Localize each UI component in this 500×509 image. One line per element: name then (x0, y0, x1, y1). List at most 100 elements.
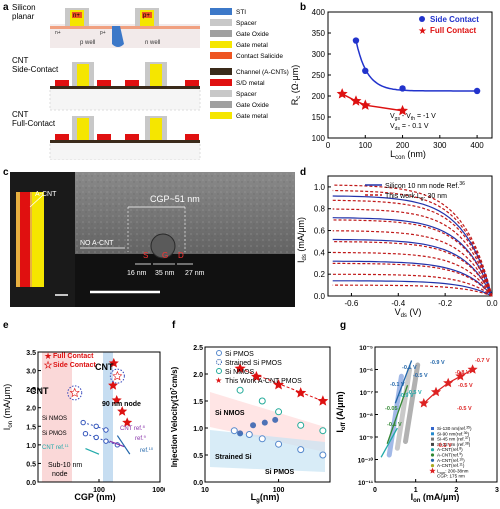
f-acnt-point (234, 362, 246, 374)
e-ref9: ref.9 (135, 434, 147, 442)
b-legend-marker-side (419, 16, 425, 22)
f-strained-point (250, 422, 257, 429)
f-frame (204, 346, 331, 483)
legend-label: Gate metal (236, 42, 268, 49)
f-xtick-label: 100 (273, 487, 285, 494)
f-legend-3: This Work A-CNT PMOS (225, 378, 302, 385)
d-marks (332, 184, 493, 297)
panel-g-letter: g (340, 320, 347, 331)
b-side-curve (355, 40, 478, 92)
d-work-curve (332, 262, 493, 297)
legend-label: Gate Oxide (236, 102, 269, 109)
e-legend: ★ Full Contact ★ Side Contact (44, 351, 97, 370)
e-ref-arrow (85, 448, 100, 455)
b-legend-side: Side Contact (430, 15, 479, 24)
e-ylabel: Ion (mA/μm) (2, 384, 14, 430)
g-legend-label: Si-130 nm(ref.35) (437, 426, 472, 432)
legend-swatch (210, 68, 232, 75)
f-acnt-point (317, 395, 329, 406)
b-ytick-label: 200 (312, 92, 326, 101)
e-ref10: ref.10 (140, 446, 154, 454)
e-ytick-label: 2.5 (26, 387, 36, 394)
g-xtick-label: 1 (414, 487, 418, 494)
f-ytick-label: 0.5 (193, 453, 203, 460)
f-strained-point (261, 419, 268, 426)
e-axes: 0.0 0.5 1.0 1.5 2.0 2.5 3.0 3.5 100 1000 (26, 350, 165, 494)
svg-text:★: ★ (44, 360, 52, 370)
f-si-point (275, 408, 283, 416)
f-strained: Strained Si (215, 454, 252, 461)
b-xtick-label: 400 (470, 141, 484, 150)
e-full-point (108, 380, 119, 390)
g-ytick-label: 10⁻⁹ (359, 435, 373, 442)
e-si-point (93, 434, 99, 441)
d-ylabel: Ids (mA/μm) (296, 217, 308, 263)
f-ytick-label: 2.5 (193, 345, 203, 352)
full-contact-structure (49, 116, 201, 160)
d-xtick-label: -0.4 (391, 299, 405, 308)
e-si-point (82, 431, 89, 437)
e-90nm: 90 nm node (102, 401, 141, 408)
g-si-band (394, 367, 413, 451)
sti-block (112, 26, 124, 47)
svg-text:p+: p+ (100, 30, 106, 36)
e-ref11: CNT ref.11 (42, 443, 69, 451)
f-si-point (245, 430, 253, 438)
f-si-point (297, 421, 305, 429)
b-ylabel: Rc (Ω·μm) (290, 65, 302, 105)
e-ytick-label: 1.0 (26, 443, 36, 450)
f-si-point (319, 427, 327, 435)
b-side-point (399, 85, 406, 92)
g-ytick-label: 10⁻⁶ (359, 368, 373, 375)
g-xlabel: Ion (mA/μm) (411, 492, 460, 504)
f-sipmos: Si PMOS (265, 469, 295, 476)
g-xtick-label: 0 (373, 487, 377, 494)
e-si-point (103, 427, 109, 433)
g-legend-label: A-CNT(ref.8) (437, 447, 463, 453)
d-work-curve (332, 208, 493, 297)
g-work-point (418, 398, 429, 408)
e-si-point (80, 419, 86, 426)
d-legend: Silicon 10 nm node Ref.36 This work Lg: … (365, 181, 465, 202)
c-acnt: A-CNT (35, 191, 57, 198)
g-legend-marker (430, 448, 435, 452)
b-full-point (350, 95, 362, 106)
e-node: node (52, 471, 68, 478)
c-d1: 16 nm (127, 270, 147, 277)
g-ytick-label: 10⁻⁷ (360, 390, 374, 397)
g-si-band (386, 373, 404, 458)
e-full-point (111, 395, 122, 405)
f-si-point (236, 386, 244, 394)
g-work-point (430, 386, 442, 397)
g-xtick-label: 3 (495, 487, 499, 494)
b-full-point (336, 88, 348, 99)
row-title-silicon-1: Silicon (12, 3, 36, 12)
panel-b-letter: b (300, 2, 307, 13)
f-si-point (319, 451, 327, 459)
g-ref-trend (386, 385, 409, 444)
g-ytick-label: 10⁻⁵ (359, 345, 373, 352)
d-xlabel: Vds (V) (395, 307, 422, 318)
panel-c-image: A-CNT NO A-CNT CGP~51 nm S G D 16 nm 35 … (10, 172, 295, 307)
g-voltage-label: -0.5 V (457, 406, 472, 412)
svg-text:★: ★ (215, 376, 222, 385)
g-work-point (467, 364, 478, 374)
svg-text:n+: n+ (55, 30, 61, 36)
e-side-ring (67, 385, 83, 401)
panel-f-letter: f (172, 320, 176, 331)
g-voltage-label: -0.7 V (475, 358, 490, 364)
f-ylabel: Injection Velocity(107cm/s) (170, 366, 179, 467)
g-xtick-label: 2 (454, 487, 458, 494)
d-work-curve (332, 189, 493, 297)
row-title-full-1: CNT (12, 110, 29, 119)
legend-swatch (210, 41, 232, 48)
f-legend-0: Si PMOS (225, 351, 254, 358)
svg-text:p+: p+ (143, 13, 150, 19)
f-ytick-label: 2.0 (193, 372, 203, 379)
b-full-point (397, 104, 409, 116)
legend-swatch (210, 79, 232, 86)
e-ytick-label: 1.5 (26, 424, 36, 431)
e-sipmos: Si PMOS (42, 431, 67, 437)
f-si-point (275, 440, 283, 448)
